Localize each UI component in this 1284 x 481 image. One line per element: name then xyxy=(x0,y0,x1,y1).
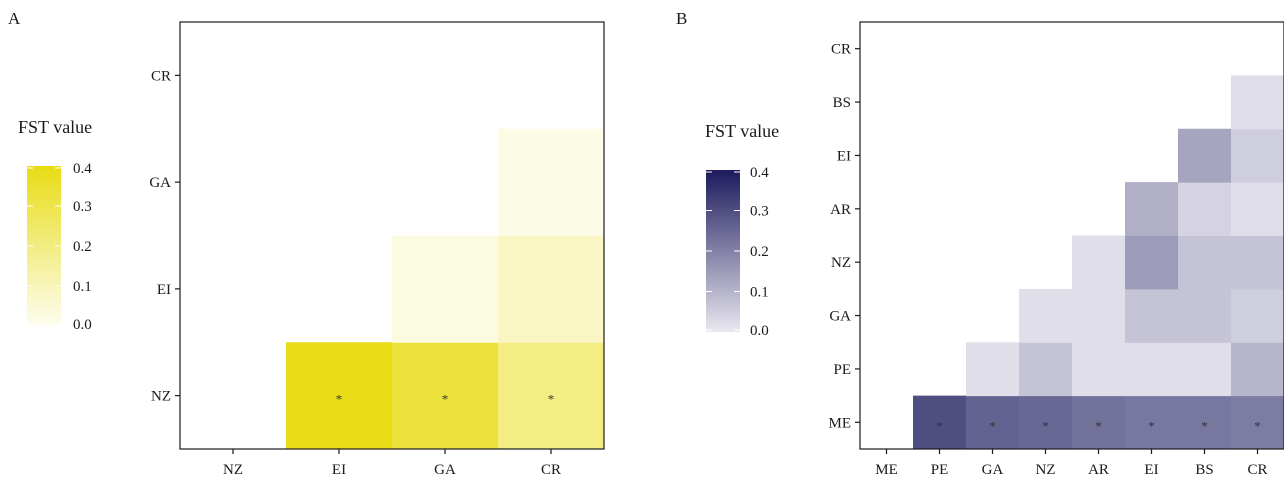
panel-b-x-tick-label: AR xyxy=(1088,462,1109,478)
panel-a-legend-title: FST value xyxy=(18,117,92,137)
panel-b-legend-tick-label: 0.2 xyxy=(750,244,769,260)
panel-b-y-tick-label: BS xyxy=(833,95,851,111)
panel-b-x-tick-label: BS xyxy=(1195,462,1213,478)
panel-b-legend-tick-label: 0.1 xyxy=(750,285,769,301)
panel-b-cell-pe-me xyxy=(913,395,967,450)
panel-b-x-tick-label: NZ xyxy=(1036,462,1056,478)
panel-a-cell-cr-ga xyxy=(498,128,605,236)
panel-b-significance-star: * xyxy=(1042,418,1049,433)
panel-a-x-tick-label: NZ xyxy=(223,462,243,478)
panel-b-legend-tick-label: 0.3 xyxy=(750,204,769,220)
panel-b-significance-star: * xyxy=(1148,418,1155,433)
panel-a-heatmap: * * * NZ EI GA CR NZ EI GA CR 0.4 0.3 0.2 0.1 0.0 xyxy=(27,21,605,478)
panel-b-label: B xyxy=(676,9,687,28)
panel-b-significance-star: * xyxy=(1254,418,1261,433)
panel-b-cell-ei-nz xyxy=(1125,235,1179,290)
panel-b-y-tick-label: GA xyxy=(829,309,851,325)
panel-b-cell-ar-pe xyxy=(1072,342,1126,397)
panel-a-significance-star: * xyxy=(336,392,343,407)
panel-b-legend-tick-label: 0.0 xyxy=(750,323,769,339)
panel-b-cell-cr-ga xyxy=(1231,288,1284,343)
panel-b-y-tick-label: EI xyxy=(837,148,851,164)
panel-b-cell-ar-ga xyxy=(1072,288,1126,343)
panel-b-cell-ei-ga xyxy=(1125,288,1179,343)
panel-b-cell-ar-nz xyxy=(1072,235,1126,290)
panel-a-x-tick-label: EI xyxy=(332,462,346,478)
panel-a-significance-star: * xyxy=(548,392,555,407)
panel-a-label: A xyxy=(8,9,21,28)
panel-a-x-tick-label: CR xyxy=(541,462,561,478)
panel-a-cell-ga-nz xyxy=(392,342,499,450)
panel-b-cell-cr-ei xyxy=(1231,128,1284,183)
panel-b-cell-ei-ar xyxy=(1125,182,1179,236)
panel-a-y-tick-label: NZ xyxy=(151,389,171,405)
panel-a-y-tick-label: CR xyxy=(151,68,171,84)
panel-b-cell-cr-nz xyxy=(1231,235,1284,290)
panel-b-significance-star: * xyxy=(1095,418,1102,433)
panel-a-legend-tick-label: 0.1 xyxy=(73,279,92,295)
panel-b-legend-title: FST value xyxy=(705,121,779,141)
panel-b-cell-cr-ar xyxy=(1231,182,1284,236)
panel-b-significance-star: * xyxy=(989,418,996,433)
panel-b-y-tick-label: ME xyxy=(829,415,852,431)
panel-b-cell-nz-me xyxy=(1019,395,1073,450)
panel-b-cell-bs-nz xyxy=(1178,235,1232,290)
panel-a-cell-cr-nz xyxy=(498,342,605,450)
panel-a-legend-tick-label: 0.3 xyxy=(73,199,92,215)
panel-b-x-tick-label: ME xyxy=(875,462,898,478)
panel-a-legend-tick-label: 0.0 xyxy=(73,317,92,333)
panel-b-cell-cr-pe xyxy=(1231,342,1284,397)
panel-b-cell-bs-ar xyxy=(1178,182,1232,236)
panel-b-significance-star: * xyxy=(1201,418,1208,433)
panel-b-cell-nz-ga xyxy=(1019,288,1073,343)
panel-a-cell-cr-ei xyxy=(498,235,605,343)
panel-b-cell-cr-me xyxy=(1231,395,1284,450)
panel-b-cell-ar-me xyxy=(1072,395,1126,450)
panel-a-y-tick-label: EI xyxy=(157,282,171,298)
panel-b-cell-ga-pe xyxy=(966,342,1020,397)
panel-b-x-tick-label: EI xyxy=(1144,462,1158,478)
panel-a-legend-tick-label: 0.2 xyxy=(73,239,92,255)
panel-b-cell-ei-me xyxy=(1125,395,1179,450)
panel-b-cell-nz-pe xyxy=(1019,342,1073,397)
panel-b-cell-ga-me xyxy=(966,395,1020,450)
panel-b-x-tick-label: CR xyxy=(1247,462,1267,478)
panel-b-legend-tick-label: 0.4 xyxy=(750,165,769,181)
panel-b-y-tick-label: NZ xyxy=(831,255,851,271)
panel-b-cell-bs-pe xyxy=(1178,342,1232,397)
panel-b-x-tick-label: GA xyxy=(982,462,1004,478)
panel-b-y-tick-label: PE xyxy=(833,362,851,378)
panel-b-plot-frame xyxy=(859,21,1284,450)
panel-a-legend-tick-label: 0.4 xyxy=(73,161,92,177)
panel-b-y-tick-label: CR xyxy=(831,42,851,58)
panel-b-cell-cr-bs xyxy=(1231,75,1284,130)
panel-b-x-tick-label: PE xyxy=(931,462,949,478)
panel-a-y-tick-label: GA xyxy=(149,175,171,191)
panel-b-y-tick-label: AR xyxy=(830,202,851,218)
panel-a-significance-star: * xyxy=(442,392,449,407)
panel-b-cell-bs-me xyxy=(1178,395,1232,450)
panel-b-heatmap: * * * * * * * ME PE GA NZ AR EI BS CR ME PE GA NZ AR EI BS CR 0… xyxy=(706,21,1284,478)
panel-b-cell-bs-ei xyxy=(1178,128,1232,183)
panel-b-cell-bs-ga xyxy=(1178,288,1232,343)
panel-b-cell-ei-pe xyxy=(1125,342,1179,397)
panel-a-plot-frame xyxy=(179,21,605,450)
panel-a-cell-ei-nz xyxy=(286,342,393,450)
panel-b-significance-star: * xyxy=(936,418,943,433)
panel-a-x-tick-label: GA xyxy=(434,462,456,478)
panel-a-cell-ga-ei xyxy=(392,235,499,343)
